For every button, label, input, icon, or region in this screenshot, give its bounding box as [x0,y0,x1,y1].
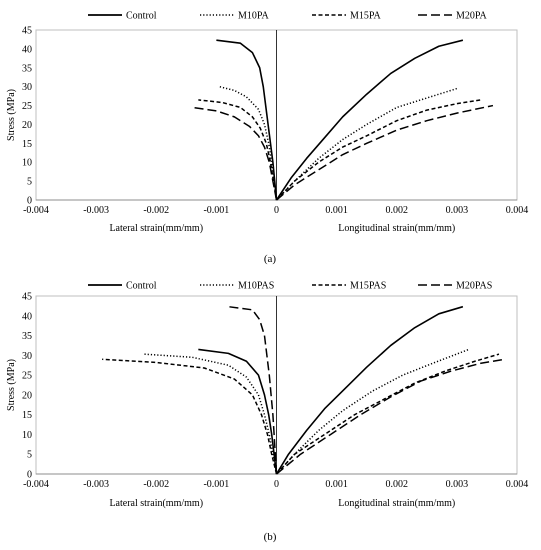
series-m15pa-longitudinal-line [275,99,482,201]
chart-panel-b: 0 5 10 15 20 25 30 35 40 45 -0.004 -0.003 -0.002 -0.0… [6,281,528,544]
legend-label: Control [126,281,157,292]
y-tick-label: 45 [22,292,32,303]
legend-label: M15PAS [350,281,386,292]
panel-caption: (b) [264,531,277,543]
y-tick-label: 45 [22,26,32,37]
legend-label: M15PA [350,11,382,22]
x-tick-label: -0.003 [83,479,109,490]
x-axis-label-lateral: Lateral strain(mm/mm) [109,498,203,509]
series-m10pas-longitudinal-line [275,348,470,475]
legend-label: M10PA [238,11,270,22]
series-control-longitudinal-line [275,305,464,475]
legend-entry-m20pa: M20PA [418,11,488,22]
series-m20pas-lateral-line [228,305,278,475]
series-m20pa-lateral-line [192,106,278,201]
y-tick-label: 25 [22,101,32,112]
x-tick-label: 0.004 [506,205,529,216]
x-tick-label: -0.002 [143,205,169,216]
legend-entry-m15pa: M15PA [312,11,382,22]
legend-entry-m10pa: M10PA [200,11,270,22]
legend-entry-control: Control [88,11,157,22]
series-m10pa-lateral-line [219,85,278,201]
y-tick-label: 30 [22,82,32,93]
legend-label: M10PAS [238,281,274,292]
series-m20pas-longitudinal-line [276,358,506,475]
legend-entry-m15pas: M15PAS [312,281,386,292]
y-axis-label: Stress (MPa) [6,89,17,141]
series-control-longitudinal-line [275,39,464,201]
chart-panel-a: 0 5 10 15 20 25 30 35 40 45 -0.004 -0.003 -0.002 -0.0… [6,11,528,266]
x-axis-label-lateral: Lateral strain(mm/mm) [109,223,203,234]
x-tick-label: -0.001 [203,479,229,490]
x-tick-label: 0.003 [446,479,469,490]
legend-entry-control: Control [88,281,157,292]
legend-entry-m10pas: M10PAS [200,281,274,292]
y-tick-label: 10 [22,158,32,169]
series-m15pas-longitudinal-line [275,353,500,475]
x-tick-label: -0.001 [203,205,229,216]
y-tick-label: 5 [27,177,32,188]
x-axis-label-longitudinal: Longitudinal strain(mm/mm) [338,223,455,234]
y-tick-label: 35 [22,331,32,342]
x-tick-label: 0.002 [386,205,409,216]
series-control-lateral-line [216,39,278,201]
y-tick-label: 20 [22,390,32,401]
x-tick-label: 0 [274,479,279,490]
y-tick-label: 25 [22,371,32,382]
series-m15pa-lateral-line [198,99,278,201]
y-tick-label: 5 [27,450,32,461]
series-control-lateral-line [198,348,278,475]
x-tick-label: -0.003 [83,205,109,216]
y-axis-label: Stress (MPa) [6,359,17,411]
x-axis-label-longitudinal: Longitudinal strain(mm/mm) [338,498,455,509]
x-tick-label: 0.001 [325,479,348,490]
x-tick-label: -0.004 [23,205,49,216]
y-tick-label: 40 [22,311,32,322]
y-tick-label: 10 [22,430,32,441]
legend-label: M20PA [456,11,488,22]
y-tick-label: 15 [22,410,32,421]
y-tick-label: 35 [22,63,32,74]
series-m15pas-lateral-line [102,358,278,475]
x-tick-label: 0 [274,205,279,216]
legend-label: Control [126,11,157,22]
y-tick-label: 40 [22,44,32,55]
y-tick-label: 0 [27,470,32,481]
panel-caption: (a) [264,253,277,265]
x-tick-label: -0.002 [143,479,169,490]
legend-label: M20PAS [456,281,492,292]
series-m10pa-longitudinal-line [275,87,458,201]
y-tick-label: 0 [27,196,32,207]
series-m20pa-longitudinal-line [276,104,494,201]
y-tick-label: 30 [22,351,32,362]
y-tick-label: 15 [22,139,32,150]
x-tick-label: -0.004 [23,479,49,490]
y-tick-label: 20 [22,120,32,131]
x-tick-label: 0.004 [506,479,529,490]
x-tick-label: 0.001 [325,205,348,216]
x-tick-label: 0.003 [446,205,469,216]
legend-entry-m20pas: M20PAS [418,281,492,292]
x-tick-label: 0.002 [386,479,409,490]
